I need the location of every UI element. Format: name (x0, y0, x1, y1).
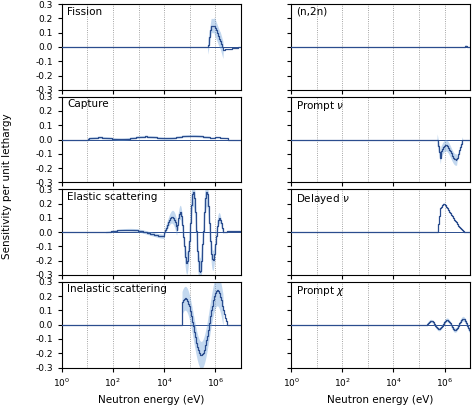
X-axis label: Neutron energy (eV): Neutron energy (eV) (98, 394, 205, 405)
Text: (n,2n): (n,2n) (296, 7, 328, 17)
Text: Prompt $\chi$: Prompt $\chi$ (296, 285, 346, 299)
Text: Fission: Fission (67, 7, 102, 17)
Text: Capture: Capture (67, 99, 109, 109)
Text: Sensitivity per unit lethargy: Sensitivity per unit lethargy (2, 113, 12, 259)
Text: Inelastic scattering: Inelastic scattering (67, 285, 167, 294)
X-axis label: Neutron energy (eV): Neutron energy (eV) (327, 394, 434, 405)
Text: Delayed $\nu$: Delayed $\nu$ (296, 192, 350, 206)
Text: Elastic scattering: Elastic scattering (67, 192, 158, 202)
Text: Prompt $\nu$: Prompt $\nu$ (296, 99, 345, 113)
